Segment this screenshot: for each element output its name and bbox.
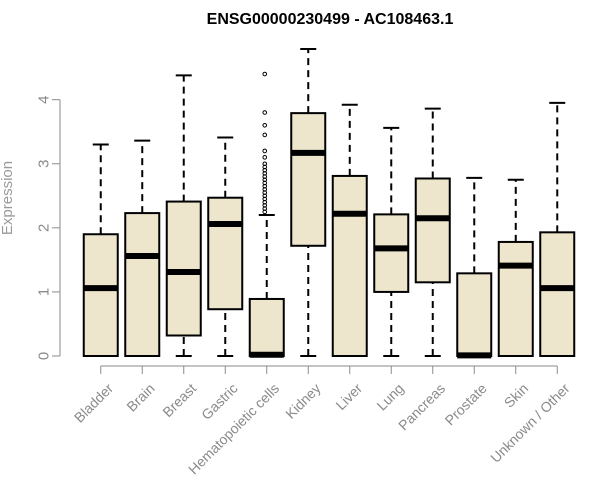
box-iqr [165,200,202,337]
outlier-point [262,110,268,115]
box-breast [165,74,202,357]
y-tick-label: 1 [36,288,53,296]
x-tick-label: Kidney [282,380,324,422]
box-liver [331,103,368,357]
outlier-point [262,132,268,138]
x-tick-label: Unknown / Other [487,380,573,466]
box-iqr [539,231,576,357]
y-axis-label: Expression [0,161,16,235]
chart-title: ENSG00000230499 - AC108463.1 [207,11,454,28]
box-iqr [414,177,451,284]
box-iqr [331,174,368,357]
x-tick-label: Brain [123,380,157,414]
box-prostate [456,176,493,359]
x-tick-label: Prostate [442,380,490,428]
box-gastric [207,136,244,357]
box-iqr [82,233,119,358]
box-iqr [373,213,410,293]
y-tick-label: 4 [36,96,53,104]
box-bladder [82,143,119,358]
outlier-point [262,155,268,160]
outlier-point [262,161,268,167]
box-iqr [497,240,534,357]
box-iqr [290,112,327,247]
box-iqr [124,212,161,357]
x-tick-label: Skin [501,380,532,411]
box-iqr [248,297,285,357]
box-pancreas [414,107,451,357]
box-lung [373,126,410,357]
outlier-point [262,123,268,128]
box-skin [497,178,534,357]
y-tick-label: 3 [36,160,53,168]
box-kidney [290,48,327,357]
outlier-point [262,148,268,154]
box-hematopoietic-cells [248,71,285,358]
box-iqr [207,196,244,311]
x-tick-label: Bladder [71,380,117,426]
box-brain [124,139,161,357]
y-tick-label: 0 [36,352,53,360]
box-iqr [456,272,493,357]
x-tick-label: Lung [373,380,406,413]
y-tick-label: 2 [36,224,53,232]
x-tick-label: Liver [332,380,365,413]
x-tick-label: Breast [159,380,199,420]
box-unknown-other [539,101,576,357]
y-axis: 0 1 2 3 4 [36,96,61,360]
boxes [82,48,576,359]
outlier-point [262,71,268,77]
